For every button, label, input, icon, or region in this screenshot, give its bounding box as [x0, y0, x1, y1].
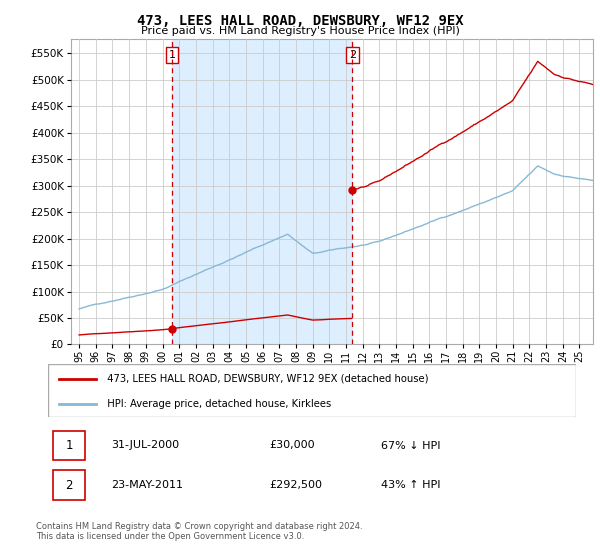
Text: 473, LEES HALL ROAD, DEWSBURY, WF12 9EX (detached house): 473, LEES HALL ROAD, DEWSBURY, WF12 9EX … [101, 374, 428, 384]
Text: 31-JUL-2000: 31-JUL-2000 [112, 441, 179, 450]
Text: Price paid vs. HM Land Registry's House Price Index (HPI): Price paid vs. HM Land Registry's House … [140, 26, 460, 36]
Text: 1: 1 [169, 50, 176, 60]
Text: 2: 2 [65, 479, 73, 492]
Text: 43% ↑ HPI: 43% ↑ HPI [380, 480, 440, 490]
Text: £292,500: £292,500 [270, 480, 323, 490]
Bar [53, 470, 85, 500]
Text: Contains HM Land Registry data © Crown copyright and database right 2024.
This d: Contains HM Land Registry data © Crown c… [36, 522, 362, 542]
Text: £30,000: £30,000 [270, 441, 316, 450]
Text: 23-MAY-2011: 23-MAY-2011 [112, 480, 184, 490]
Bar [172, 39, 352, 344]
Text: HPI: Average price, detached house, Kirklees: HPI: Average price, detached house, Kirk… [101, 399, 331, 409]
Text: 1: 1 [65, 439, 73, 452]
Bar [53, 431, 85, 460]
Text: 2: 2 [349, 50, 356, 60]
Text: 67% ↓ HPI: 67% ↓ HPI [380, 441, 440, 450]
Text: 473, LEES HALL ROAD, DEWSBURY, WF12 9EX: 473, LEES HALL ROAD, DEWSBURY, WF12 9EX [137, 14, 463, 28]
